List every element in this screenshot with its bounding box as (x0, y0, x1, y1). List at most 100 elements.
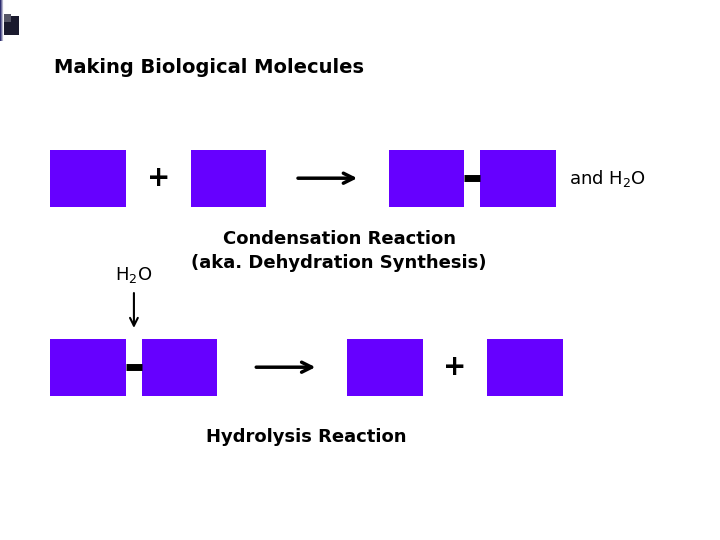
Bar (1, 0, 6, 40)
Bar (2, 0, 7, 40)
Bar (1, 0, 6, 40)
Bar (3, 0, 8, 40)
Bar (50, 150, 126, 206)
Bar (3, 0, 8, 40)
Bar (2, 0, 7, 40)
Bar (4, 14, 11, 22)
Bar (0, 0, 5, 40)
Bar (4, 0, 9, 40)
Bar (2, 0, 7, 40)
Bar (1, 0, 6, 40)
Bar (3, 0, 8, 40)
Text: Condensation Reaction
(aka. Dehydration Synthesis): Condensation Reaction (aka. Dehydration … (192, 230, 487, 272)
Bar (1, 0, 6, 40)
Bar (3, 0, 8, 40)
Bar (3, 0, 8, 40)
Bar (3, 0, 8, 40)
Bar (3, 0, 8, 40)
Bar (1, 0, 6, 40)
Bar (0, 0, 5, 40)
Bar (0, 0, 5, 40)
Bar (0, 0, 5, 40)
Bar (2, 0, 7, 40)
Bar (142, 339, 217, 395)
Bar (1, 0, 6, 40)
Bar (3, 0, 8, 40)
Bar (1, 0, 6, 40)
Bar (3, 0, 8, 40)
Bar (3, 0, 8, 40)
Bar (2, 0, 7, 40)
Bar (1, 0, 6, 40)
Bar (3, 0, 8, 40)
Bar (0, 0, 5, 40)
Bar (0, 0, 5, 40)
Bar (1, 0, 6, 40)
Bar (0, 0, 5, 40)
Bar (1, 0, 6, 40)
Bar (1, 0, 6, 40)
Text: +: + (444, 353, 467, 381)
Bar (2, 0, 7, 40)
Bar (3, 0, 8, 40)
Bar (3, 0, 8, 40)
Bar (1, 0, 6, 40)
Bar (4, 0, 9, 40)
Bar (4, 0, 9, 40)
Bar (3, 0, 8, 40)
Bar (1, 0, 6, 40)
Bar (0, 0, 5, 40)
Bar (2, 0, 7, 40)
Bar (1, 0, 6, 40)
Bar (1, 0, 6, 40)
Bar (3, 0, 8, 40)
Bar (1, 0, 6, 40)
Bar (347, 339, 423, 395)
Bar (2, 0, 7, 40)
Bar (1, 0, 6, 40)
Bar (2, 0, 7, 40)
Bar (4, 0, 9, 40)
Bar (4, 16, 19, 35)
Bar (1, 0, 6, 40)
Bar (0, 0, 5, 40)
Bar (2, 0, 7, 40)
Bar (2, 0, 7, 40)
Text: Making Biological Molecules: Making Biological Molecules (54, 58, 364, 77)
Bar (2, 0, 7, 40)
Bar (2, 0, 7, 40)
Bar (1, 0, 6, 40)
Bar (0, 0, 5, 40)
Bar (1, 0, 6, 40)
Bar (3, 0, 8, 40)
Bar (1, 0, 6, 40)
Bar (1, 0, 6, 40)
Bar (2, 0, 7, 40)
Bar (3, 0, 8, 40)
Bar (2, 0, 7, 40)
Text: H$_2$O: H$_2$O (115, 265, 153, 285)
Bar (4, 0, 9, 40)
Bar (2, 0, 7, 40)
Bar (2, 0, 7, 40)
Bar (1, 0, 6, 40)
Bar (0, 0, 5, 40)
Bar (0, 0, 5, 40)
Bar (4, 0, 9, 40)
Bar (1, 0, 6, 40)
Bar (1, 0, 6, 40)
Bar (3, 0, 8, 40)
Bar (1, 0, 6, 40)
Bar (1, 0, 6, 40)
Bar (1, 0, 6, 40)
Bar (1, 0, 6, 40)
Bar (1, 0, 6, 40)
Bar (1, 0, 6, 40)
Bar (1, 0, 6, 40)
Text: Hydrolysis Reaction: Hydrolysis Reaction (207, 428, 407, 447)
Bar (1, 0, 6, 40)
Bar (4, 0, 9, 40)
Bar (2, 0, 7, 40)
Bar (0, 0, 5, 40)
Bar (3, 0, 8, 40)
